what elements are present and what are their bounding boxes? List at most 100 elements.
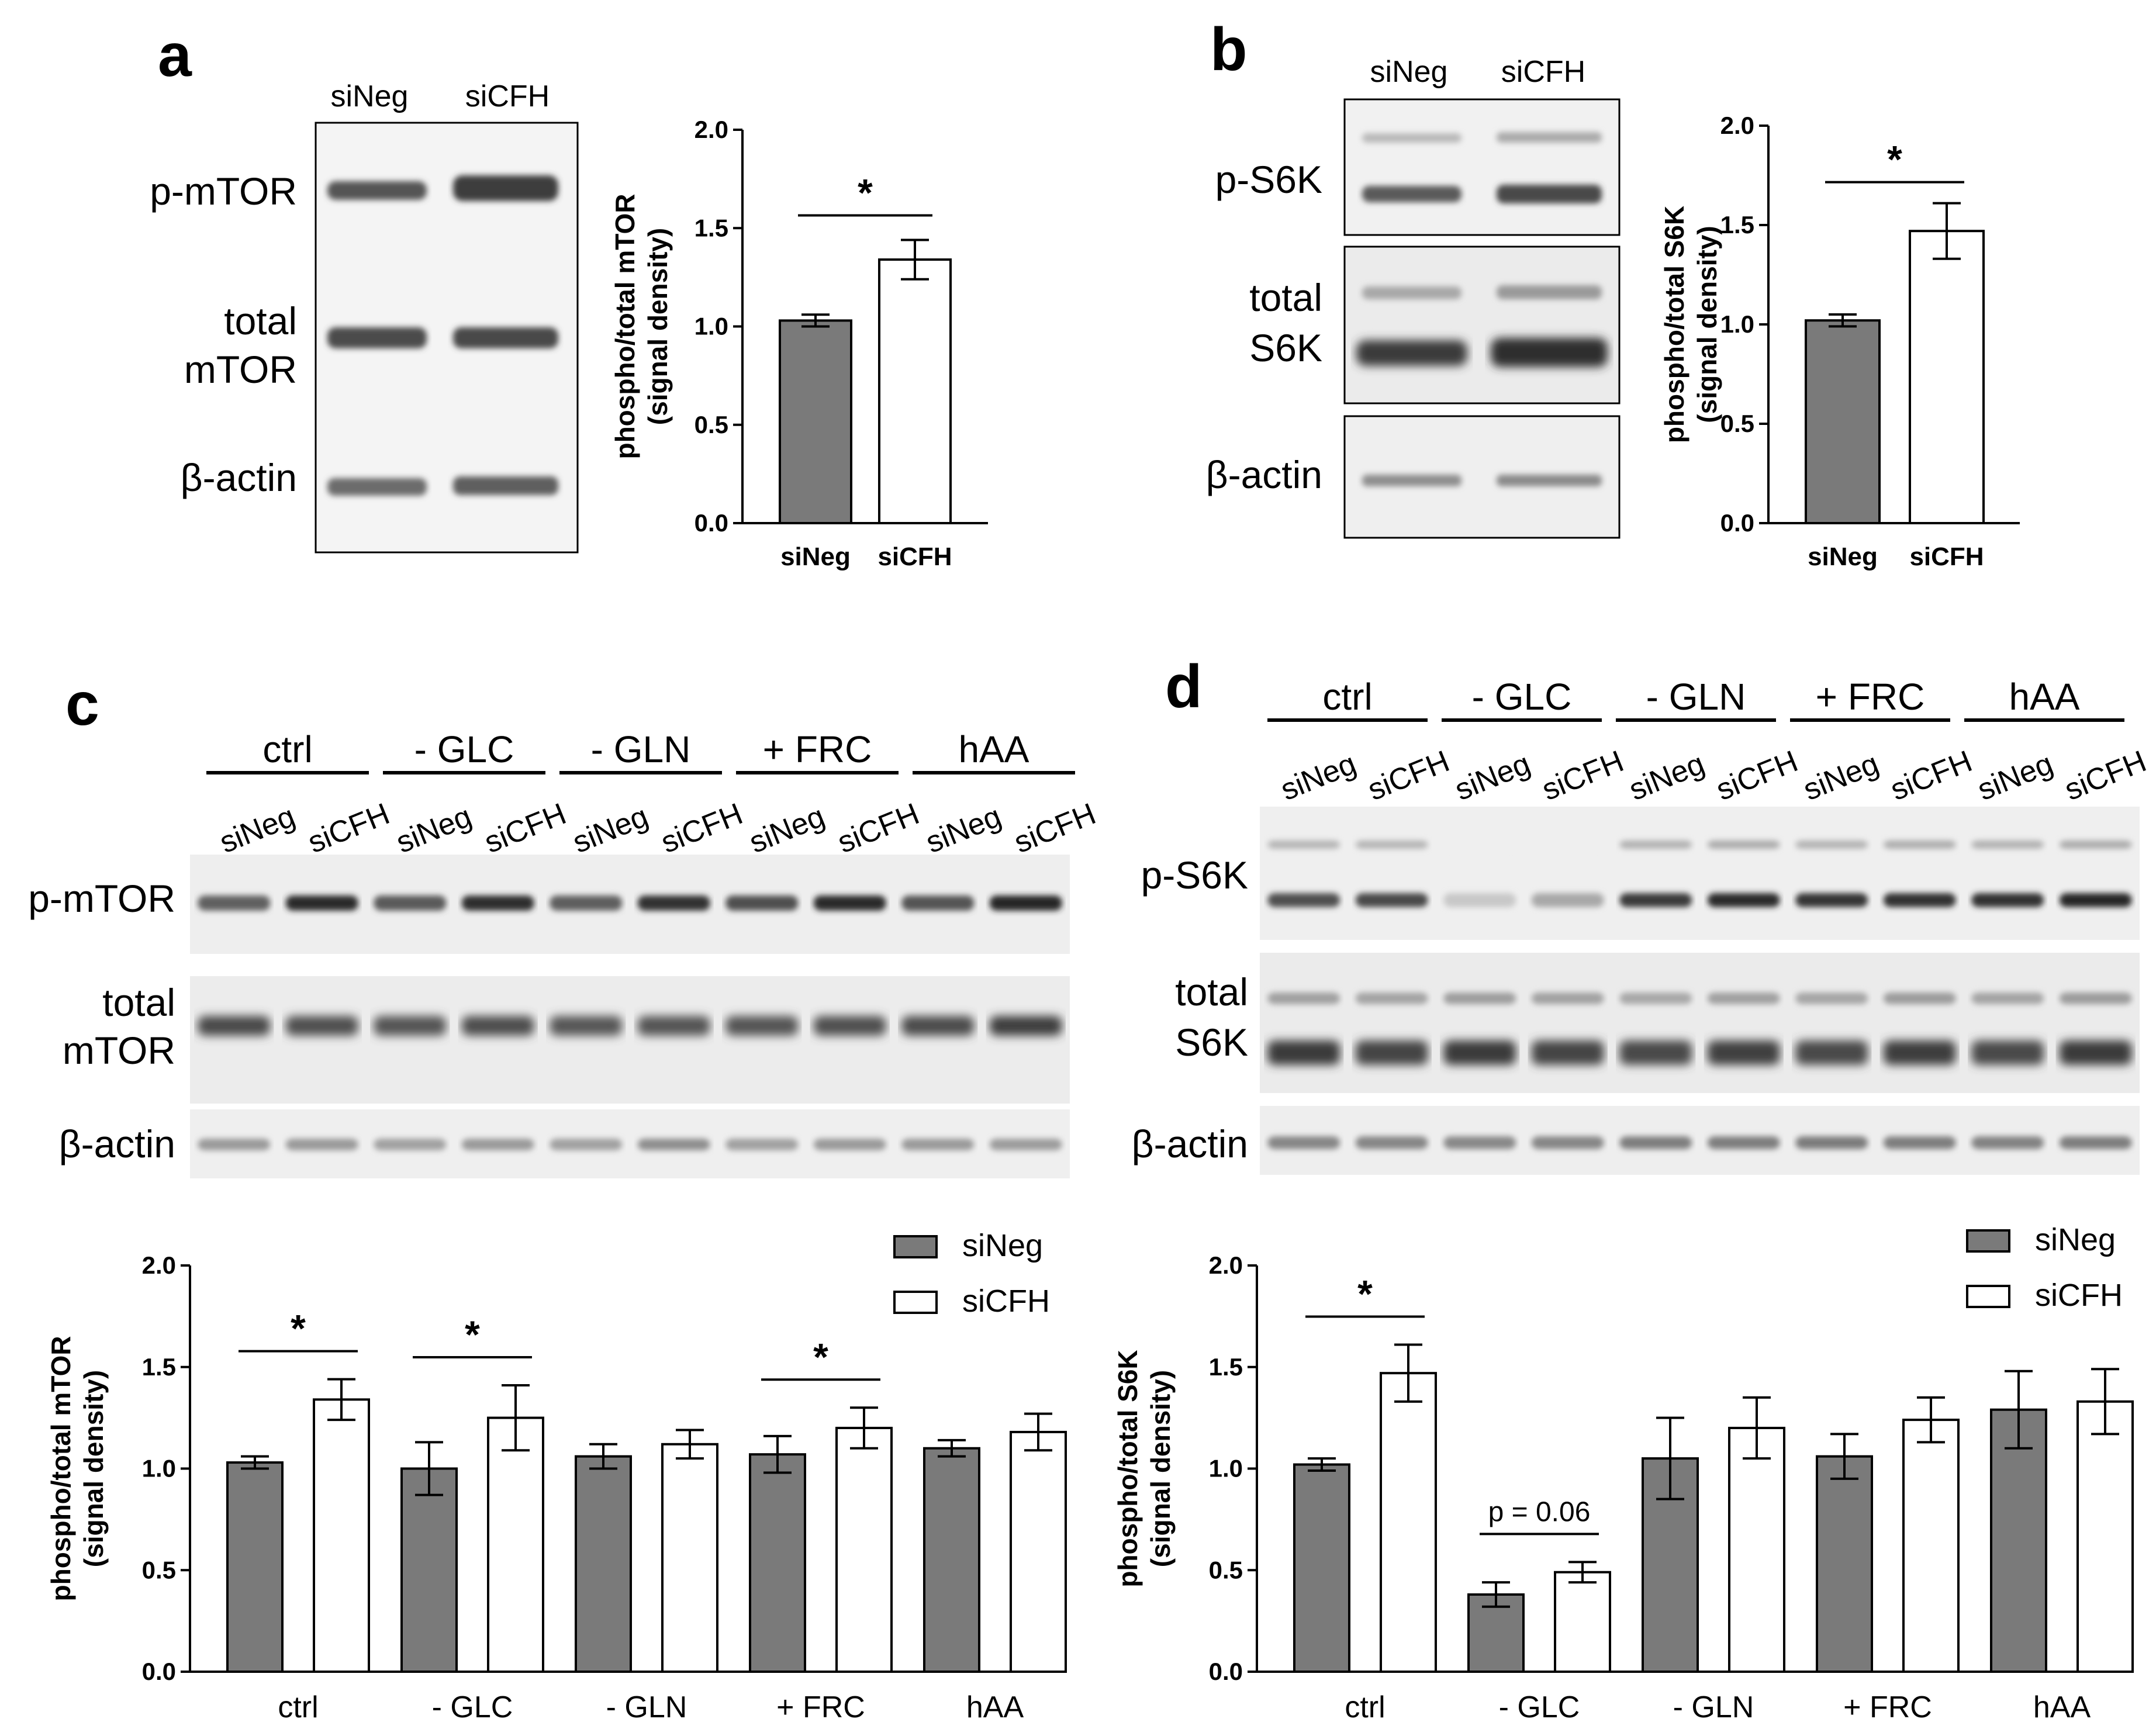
significance-marker: * [465,1313,480,1356]
significance-marker: * [1887,138,1902,181]
lane-label-siCFH: siCFH [2060,744,2151,807]
blot-band [2059,893,2132,907]
bar-siCFH [835,1427,893,1673]
blot-band [1619,841,1692,849]
blot-band [637,1139,710,1150]
blot-band [725,895,799,911]
blot-band [1355,993,1428,1004]
blot-band [1355,841,1428,849]
lane-label-siCFH: siCFH [1363,744,1454,807]
bar-siNeg [400,1467,458,1673]
panel-letter-b: b [1210,16,1248,84]
blot-label-p-s6k: p-S6K [1215,158,1322,201]
legend-label-siNeg: siNeg [2035,1222,2116,1257]
lane-label-siCFH: siCFH [1010,797,1101,860]
legend-swatch-siNeg [1966,1229,2010,1253]
blot-label-total: total [1249,276,1322,319]
y-tick-label: 2.0 [1720,112,1754,139]
blot-band [1443,841,1516,849]
blot-band [1795,1136,1868,1149]
western-blot-c [190,855,1070,1178]
group-label: + FRC [763,728,872,770]
bar-siNeg [779,319,852,525]
blot-band [1355,893,1428,907]
blot-label-s6k: S6K [1175,1021,1248,1064]
x-tick-label: - GLC [432,1690,513,1724]
blot-label-mtor: mTOR [63,1029,175,1072]
blot-band [1707,893,1780,907]
lane-label-siCFH: siCFH [1886,744,1977,807]
bar-siNeg [226,1461,284,1673]
blot-band [1443,1136,1516,1149]
y-tick-label: 2.0 [695,116,728,143]
blot-label-beta-actin: β-actin [1132,1122,1248,1166]
bar-siNeg [1990,1408,2047,1673]
x-tick-label: ctrl [278,1690,318,1724]
bar-siCFH [1010,1430,1067,1673]
blot-band [813,1016,886,1036]
y-axis-label: (signal density) [642,228,673,425]
blot-band [1267,1040,1340,1065]
group-label: hAA [959,728,1029,770]
lane-label-siNeg: siNeg [1276,747,1361,808]
x-tick-label: hAA [2033,1690,2091,1724]
blot-band [1355,1040,1428,1065]
blot-band [901,1016,975,1036]
legend-label-siNeg: siNeg [962,1228,1043,1263]
y-tick-label: 1.0 [1209,1455,1243,1482]
bar-siCFH [878,258,952,524]
blot-band [989,1016,1062,1036]
lane-label-siNeg: siNeg [1625,747,1709,808]
blot-band [1707,1040,1780,1065]
lane-label-siCFH: siCFH [465,79,550,113]
x-tick-label: siNeg [780,542,851,571]
y-tick-label: 0.0 [695,509,728,537]
blot-band [1619,1136,1692,1149]
blot-band [1531,893,1604,907]
blot-band [1267,1136,1340,1149]
blot-band [550,895,623,911]
blot-label-mtor: mTOR [184,348,297,391]
y-tick-label: 0.0 [142,1658,176,1685]
x-tick-label: - GLN [606,1690,687,1724]
bar-siNeg [1467,1593,1525,1673]
x-tick-label: hAA [966,1690,1024,1724]
blot-band [1619,1040,1692,1065]
y-tick-label: 1.0 [142,1455,176,1482]
western-blot-a [315,122,579,554]
blot-band [1971,1040,2044,1065]
y-tick-label: 0.5 [1720,410,1754,437]
bar-siCFH [1909,230,1985,524]
x-tick-label: + FRC [1843,1690,1932,1724]
y-axis-label: phospho/total S6K [1659,206,1689,443]
blot-band [1619,993,1692,1004]
blot-band [1619,893,1692,907]
lane-label-siNeg: siNeg [568,800,653,860]
blot-label-beta-actin: β-actin [1206,453,1322,496]
y-tick-label: 2.0 [1209,1251,1243,1279]
group-label: - GLN [591,728,691,770]
lane-label-siNeg: siNeg [1973,747,2058,808]
blot-label-s6k: S6K [1249,326,1322,369]
y-axis-label: (signal density) [1692,226,1722,423]
blot-band [2059,993,2132,1004]
blot-band [637,895,710,911]
blot-band [1883,893,1956,907]
lane-label-siNeg: siNeg [215,800,300,860]
lane-label-siCFH: siCFH [1537,744,1629,807]
x-tick-label: siNeg [1808,542,1878,571]
blot-band [1883,993,1956,1004]
blot-band [2059,841,2132,849]
blot-band [901,895,975,911]
bar-siNeg [575,1455,632,1673]
legend-label-siCFH: siCFH [2035,1278,2123,1313]
legend-swatch-siNeg [893,1235,938,1258]
lane-label-siNeg: siNeg [1450,747,1535,808]
legend-label-siCFH: siCFH [962,1284,1050,1319]
blot-band [1443,993,1516,1004]
blot-band [813,895,886,911]
bar-siNeg [923,1447,980,1673]
